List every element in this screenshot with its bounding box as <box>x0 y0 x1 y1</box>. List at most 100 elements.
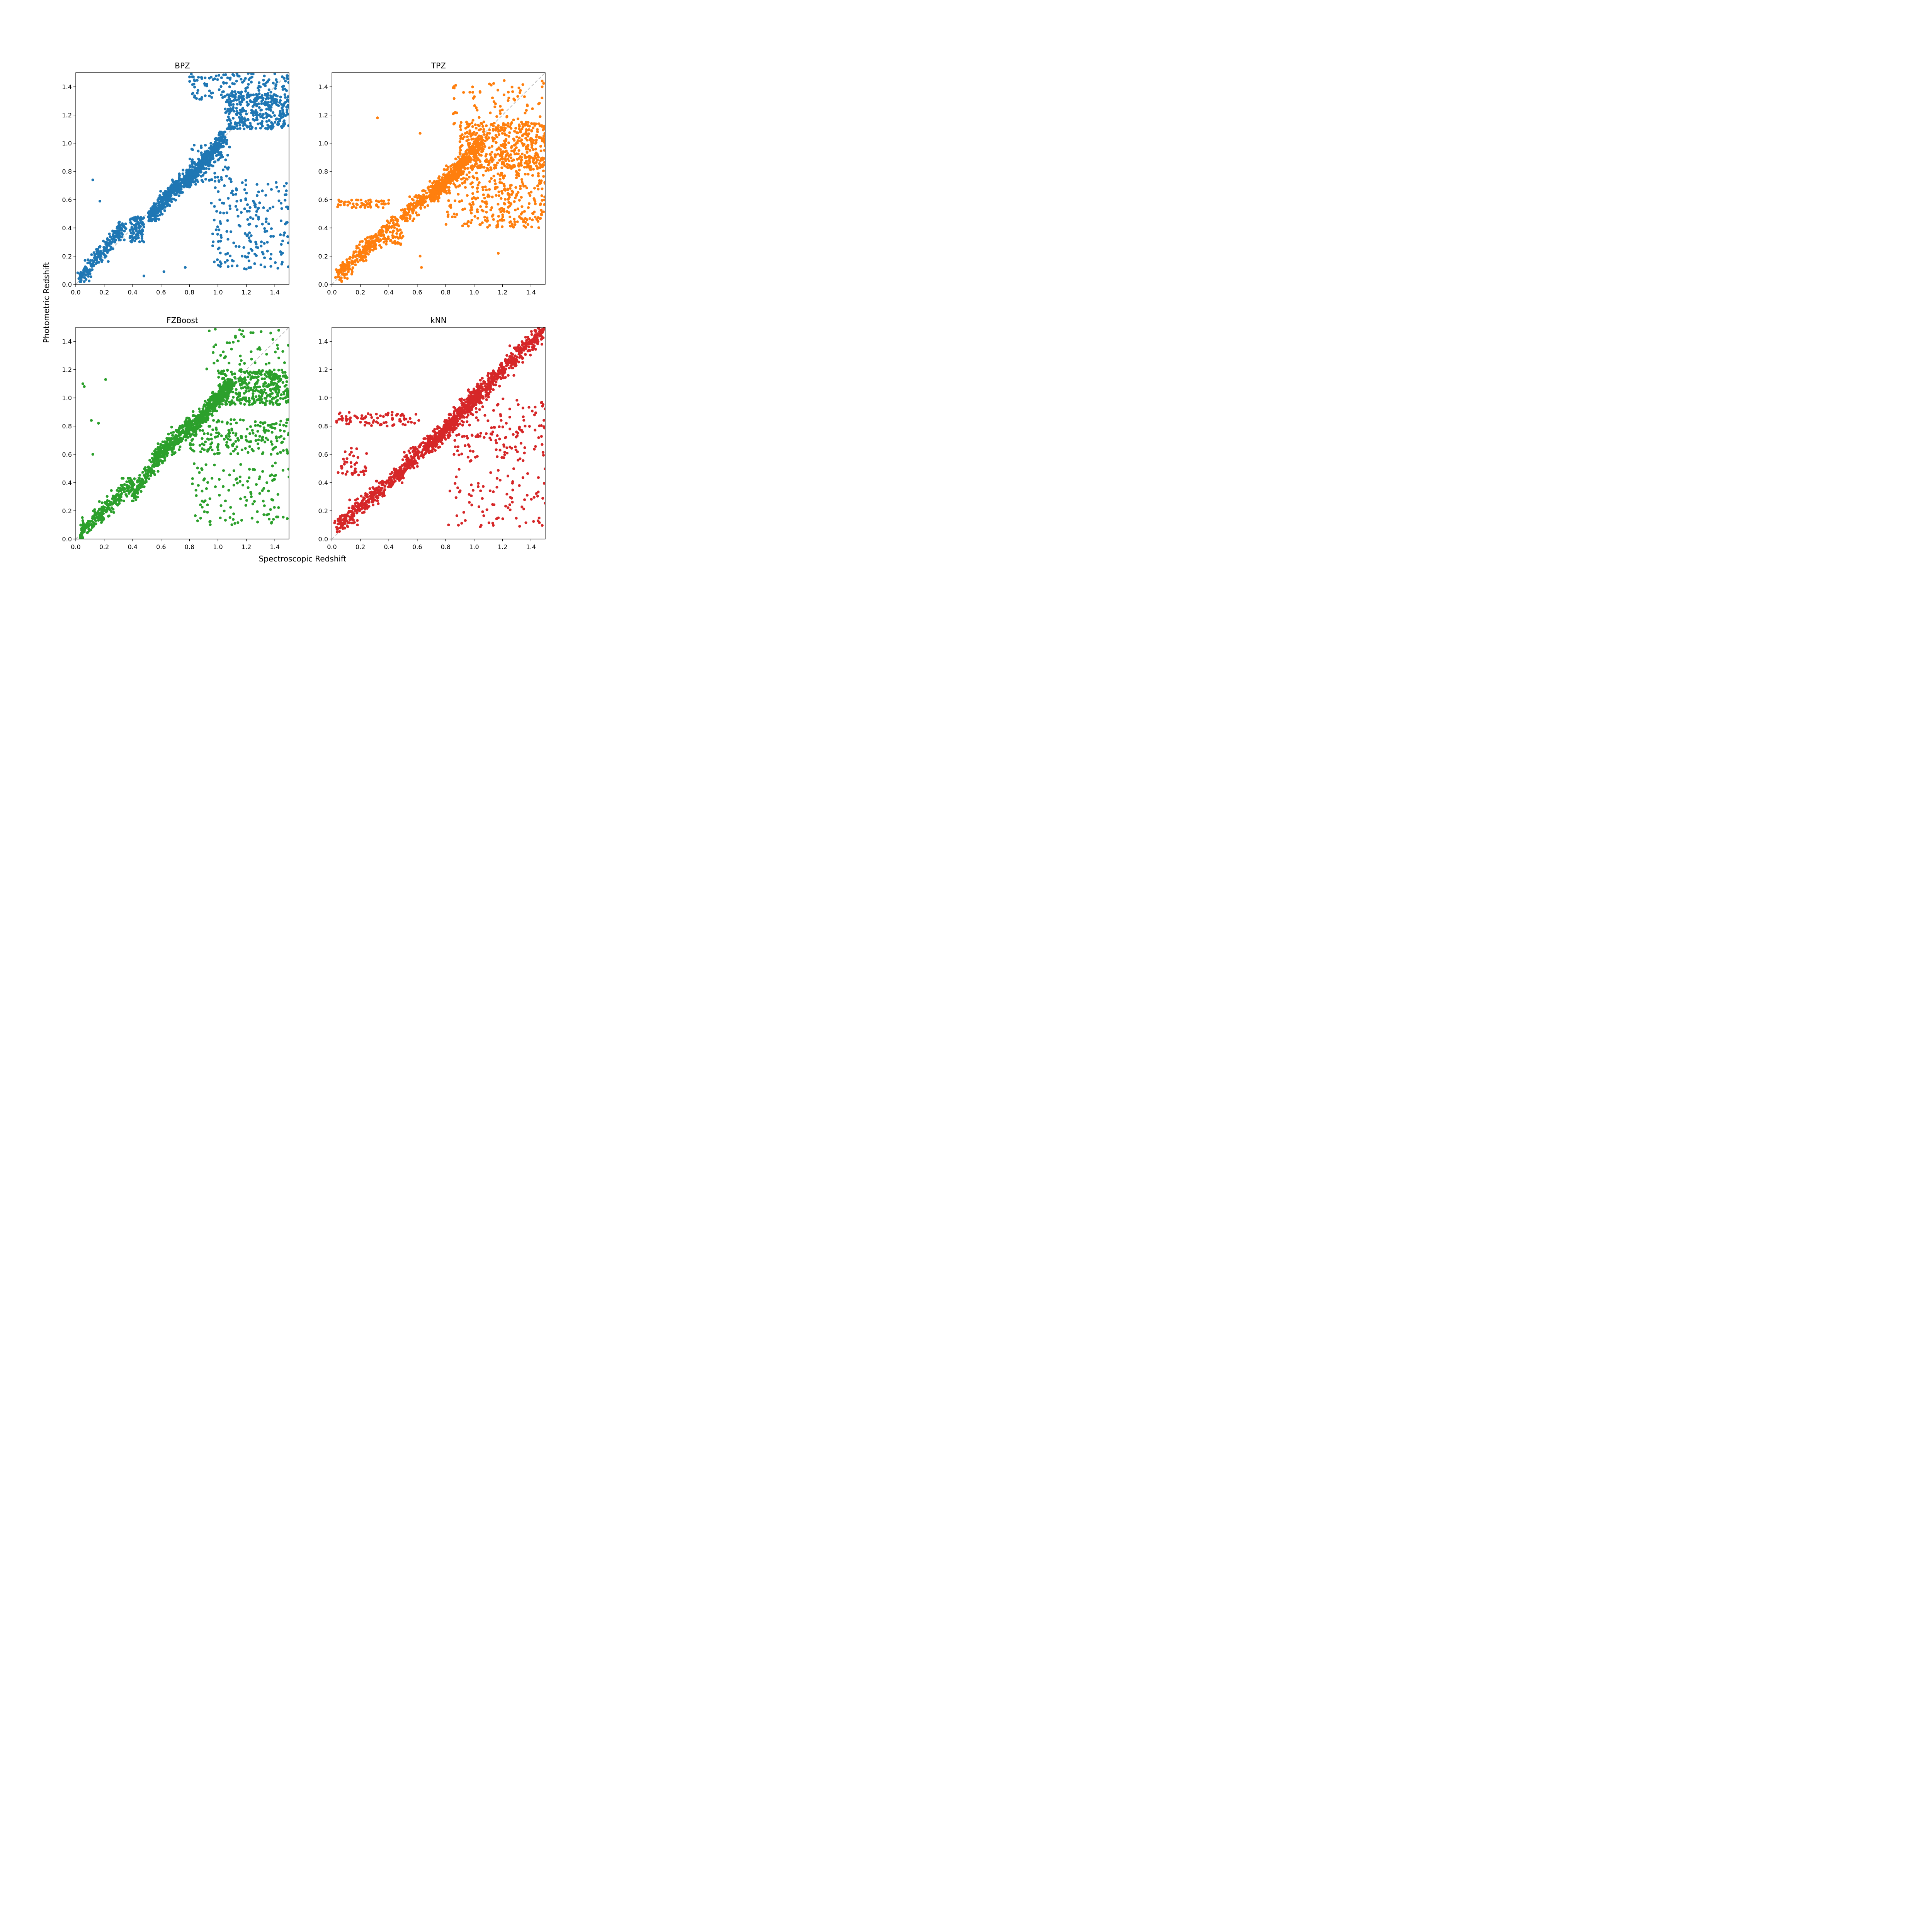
data-point <box>449 206 452 209</box>
data-point <box>515 171 519 174</box>
data-point <box>401 215 405 218</box>
data-point <box>184 439 187 442</box>
data-point <box>236 214 240 218</box>
data-point <box>83 259 87 262</box>
data-point <box>107 244 111 247</box>
data-point <box>255 99 258 102</box>
data-point <box>524 111 527 114</box>
data-point <box>235 245 238 248</box>
y-tick-label: 0.6 <box>318 196 328 204</box>
data-point <box>247 73 250 75</box>
data-point <box>377 231 381 234</box>
data-point <box>399 216 402 219</box>
data-point <box>91 515 94 518</box>
data-point <box>199 166 202 169</box>
data-point <box>246 233 249 236</box>
data-point <box>395 232 398 235</box>
data-point <box>389 239 393 242</box>
data-point <box>352 254 355 257</box>
data-point <box>540 213 543 216</box>
data-point <box>100 521 103 524</box>
data-point <box>261 251 264 254</box>
data-point <box>526 144 529 147</box>
data-point <box>204 77 207 80</box>
data-point <box>348 257 352 260</box>
data-point <box>455 185 458 189</box>
data-point <box>102 240 105 243</box>
data-point <box>471 152 474 155</box>
data-point <box>285 105 288 109</box>
data-point <box>474 123 477 126</box>
data-point <box>275 78 278 81</box>
data-point <box>84 265 87 269</box>
data-point <box>460 199 463 202</box>
data-point <box>140 235 143 238</box>
data-point <box>277 117 281 121</box>
data-point <box>517 149 520 152</box>
data-point <box>181 172 184 175</box>
data-point <box>508 201 511 204</box>
data-point <box>442 179 445 182</box>
data-point <box>187 432 190 435</box>
data-point <box>182 177 185 180</box>
data-point <box>222 202 225 205</box>
scatter-points <box>79 328 289 539</box>
data-point <box>181 437 184 440</box>
data-point <box>226 219 229 222</box>
data-point <box>192 75 195 78</box>
data-point <box>393 226 396 229</box>
data-point <box>536 154 539 157</box>
data-point <box>464 186 467 189</box>
x-tick-label: 0.2 <box>355 289 365 296</box>
data-point <box>476 184 480 187</box>
axes-frame <box>75 72 289 285</box>
data-point <box>185 176 189 179</box>
data-point <box>448 174 451 177</box>
data-point <box>197 173 200 177</box>
data-point <box>259 127 262 130</box>
data-point <box>103 250 106 253</box>
data-point <box>373 243 376 246</box>
data-point <box>508 131 511 134</box>
data-point <box>236 74 239 77</box>
data-point <box>208 89 211 92</box>
data-point <box>477 164 481 167</box>
data-point <box>257 218 260 221</box>
data-point <box>452 97 456 100</box>
data-point <box>163 459 167 462</box>
data-point <box>378 240 381 243</box>
data-point <box>216 158 219 162</box>
data-point <box>454 167 457 170</box>
data-point <box>287 81 289 84</box>
data-point <box>250 75 253 78</box>
data-point <box>459 168 463 172</box>
data-point <box>134 238 138 241</box>
data-point <box>214 228 218 231</box>
data-point <box>213 180 217 183</box>
data-point <box>355 253 359 257</box>
data-point <box>287 242 289 245</box>
data-point <box>380 246 383 249</box>
data-point <box>220 93 223 97</box>
data-point <box>345 258 349 261</box>
data-point <box>141 217 144 220</box>
data-point <box>467 224 470 228</box>
data-point <box>521 83 524 86</box>
x-tick-label: 1.0 <box>213 289 223 296</box>
data-point <box>156 199 160 202</box>
data-point <box>274 261 277 264</box>
data-point <box>468 91 471 94</box>
data-point <box>483 216 486 219</box>
data-point <box>85 278 88 281</box>
panel-tpz: 0.0 0.2 0.4 0.6 0.8 1.0 1.2 1.40.00.20.40.60.81… <box>318 61 546 296</box>
data-point <box>138 483 141 486</box>
data-point <box>253 103 256 106</box>
data-point <box>424 200 427 203</box>
data-point <box>400 231 403 234</box>
data-point <box>214 186 217 189</box>
data-point <box>236 127 239 130</box>
data-point <box>270 188 273 191</box>
data-point <box>537 172 540 175</box>
data-point <box>165 451 168 454</box>
data-point <box>197 150 200 153</box>
